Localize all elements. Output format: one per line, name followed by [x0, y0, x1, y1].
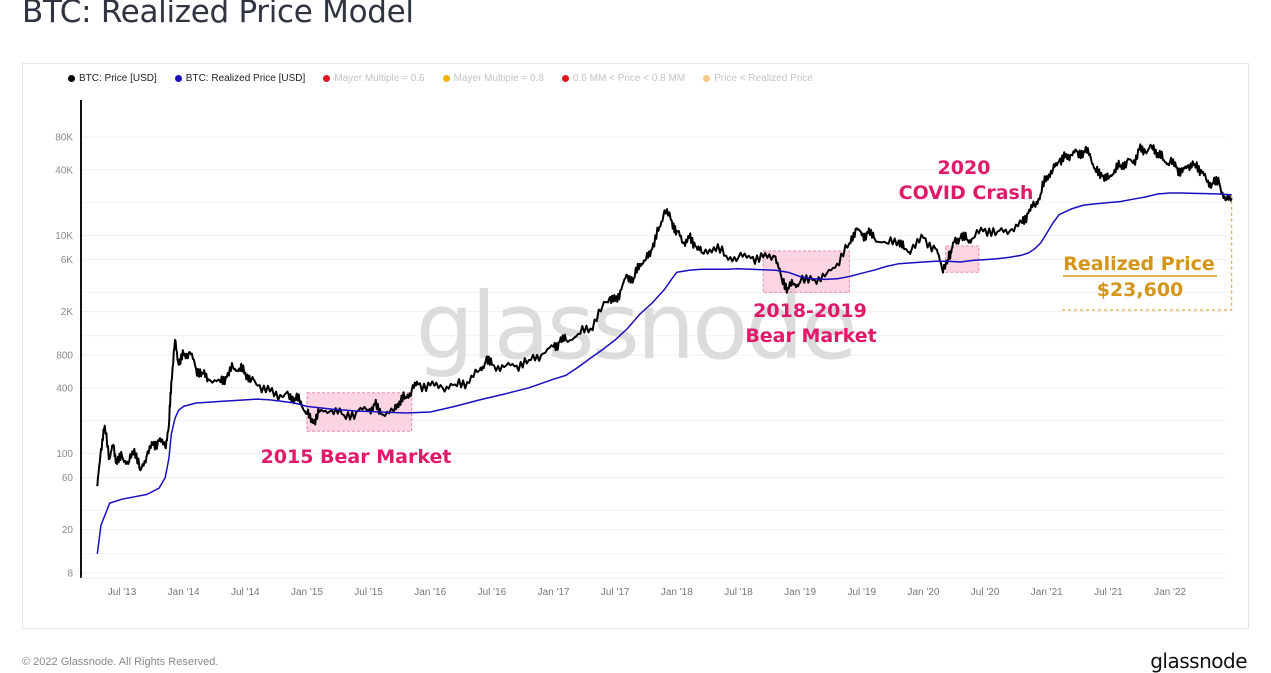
- series-lines: [96, 143, 1233, 554]
- legend-item[interactable]: Mayer Multiple = 0.6: [323, 73, 425, 84]
- annotation-2018-2019-line2: Bear Market: [745, 325, 876, 347]
- annotation-2015-bear-market: 2015 Bear Market: [261, 446, 452, 468]
- x-axis: Jul '13 Jan '14 Jul '14 Jan '15 Jul '15 Jan '…: [81, 577, 1226, 598]
- y-tick-label: 60: [62, 473, 74, 484]
- y-tick-label: 80K: [55, 133, 73, 144]
- legend-label: 0.6 MM < Price < 0.8 MM: [572, 73, 686, 84]
- legend-item[interactable]: Mayer Multiple = 0.8: [442, 73, 544, 84]
- legend-item[interactable]: BTC: Realized Price [USD]: [174, 73, 306, 84]
- legend-item[interactable]: BTC: Price [USD]: [68, 73, 157, 84]
- legend-dot-icon: [703, 75, 711, 82]
- y-tick-label: 100: [56, 449, 73, 460]
- y-axis: 80K 40K 10K 6K 2K 800 400 100 60 20 8: [55, 100, 82, 580]
- realized-price-callout-value: $23,600: [1097, 279, 1184, 301]
- x-tick-label: Jan '17: [538, 587, 570, 598]
- y-tick-label: 8: [67, 569, 73, 580]
- legend-label: Price < Realized Price: [714, 73, 813, 84]
- y-tick-label: 800: [56, 351, 73, 362]
- legend-label: Mayer Multiple = 0.8: [453, 73, 544, 84]
- chart-legend: BTC: Price [USD] BTC: Realized Price [USD…: [68, 73, 831, 84]
- legend-label: BTC: Realized Price [USD]: [185, 73, 306, 84]
- x-tick-label: Jan '22: [1154, 587, 1186, 598]
- annotation-2020-line2: COVID Crash: [899, 182, 1034, 204]
- x-tick-label: Jul '13: [108, 587, 137, 598]
- x-tick-label: Jul '19: [848, 587, 877, 598]
- page-title: BTC: Realized Price Model: [22, 0, 414, 30]
- y-tick-label: 20: [62, 525, 74, 536]
- x-tick-label: Jul '21: [1094, 587, 1123, 598]
- x-tick-label: Jan '18: [661, 587, 693, 598]
- x-tick-label: Jul '15: [354, 587, 383, 598]
- annotation-box: [762, 250, 850, 293]
- footer-copyright: © 2022 Glassnode. All Rights Reserved.: [22, 656, 219, 668]
- legend-dot-icon: [442, 75, 450, 82]
- annotation-labels: 2015 Bear Market 2018-2019 Bear Market 2020…: [261, 157, 1233, 468]
- chart-panel: [22, 63, 1249, 629]
- legend-label: Mayer Multiple = 0.6: [334, 73, 425, 84]
- y-tick-label: 6K: [61, 255, 74, 266]
- realized-price-line: [96, 192, 1232, 554]
- x-tick-label: Jul '17: [601, 587, 630, 598]
- y-tick-label: 40K: [55, 165, 73, 176]
- x-tick-label: Jul '20: [971, 587, 1000, 598]
- realized-price-callout-title: Realized Price: [1063, 253, 1214, 275]
- legend-dot-icon: [561, 75, 569, 82]
- x-tick-label: Jan '20: [907, 587, 939, 598]
- x-tick-label: Jul '14: [231, 587, 260, 598]
- legend-dot-icon: [68, 75, 75, 82]
- x-tick-label: Jan '21: [1031, 587, 1063, 598]
- annotation-2018-2019-line1: 2018-2019: [753, 300, 867, 322]
- x-tick-label: Jul '16: [478, 587, 507, 598]
- legend-dot-icon: [323, 75, 331, 82]
- legend-item[interactable]: Price < Realized Price: [703, 73, 813, 84]
- legend-label: BTC: Price [USD]: [79, 73, 157, 84]
- x-tick-label: Jan '16: [414, 587, 446, 598]
- y-tick-label: 2K: [61, 307, 74, 318]
- y-tick-label: 10K: [55, 231, 73, 242]
- footer-brand-logo: glassnode: [1150, 649, 1247, 673]
- x-tick-label: Jul '18: [724, 587, 753, 598]
- price-line: [96, 143, 1233, 487]
- x-tick-label: Jan '19: [784, 587, 816, 598]
- y-tick-label: 400: [56, 383, 73, 394]
- annotation-2020-line1: 2020: [938, 157, 991, 179]
- x-tick-label: Jan '14: [168, 587, 200, 598]
- annotation-boxes: [306, 245, 980, 432]
- legend-item[interactable]: 0.6 MM < Price < 0.8 MM: [561, 73, 686, 84]
- x-tick-label: Jan '15: [291, 587, 323, 598]
- legend-dot-icon: [174, 75, 182, 82]
